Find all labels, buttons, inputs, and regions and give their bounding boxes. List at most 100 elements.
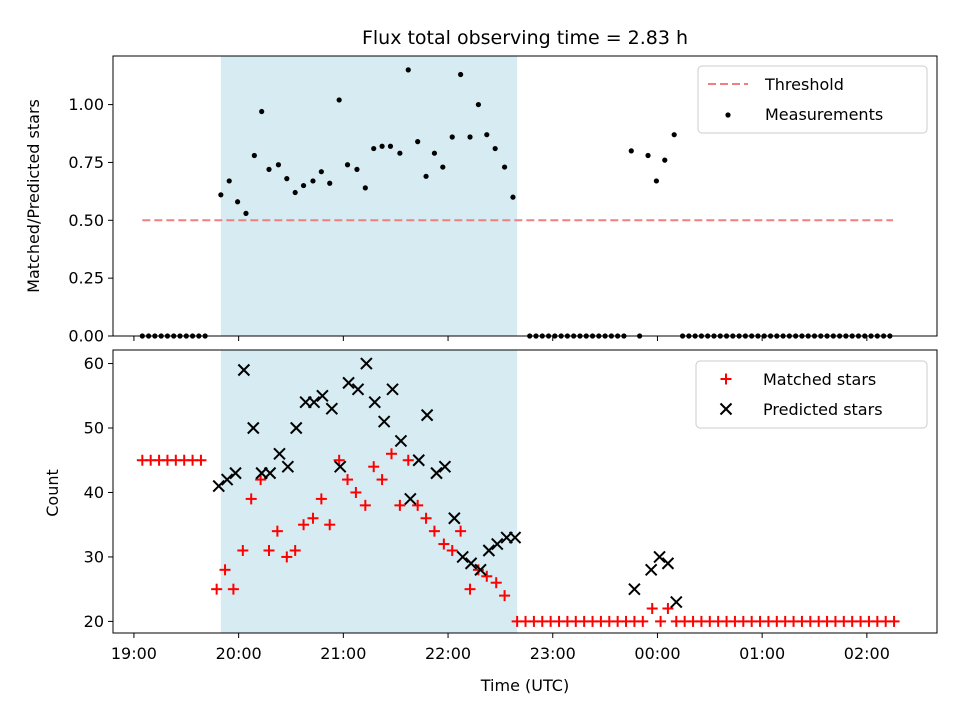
- matched-star-point: [481, 570, 493, 582]
- measurement-point: [501, 164, 508, 170]
- measurement-point: [492, 145, 498, 152]
- measurement-point: [484, 132, 490, 138]
- matched-stars-series: [136, 448, 900, 627]
- predicted-star-point: [448, 512, 461, 525]
- matched-star-point: [315, 493, 327, 505]
- predicted-star-point: [386, 383, 399, 396]
- matched-star-point: [255, 474, 267, 486]
- measurement-point: [310, 178, 316, 184]
- matched-star-point: [499, 590, 511, 602]
- predicted-star-point: [628, 582, 641, 596]
- matched-star-point: [888, 615, 900, 627]
- matched-star-point: [368, 461, 380, 473]
- x-tick-label: 23:00: [530, 644, 576, 663]
- predicted-star-point: [474, 563, 487, 577]
- matched-star-point: [438, 538, 450, 550]
- legend-predicted-label: Predicted stars: [763, 400, 883, 419]
- predicted-star-point: [482, 544, 496, 557]
- y-tick-label: 1.00: [68, 95, 104, 114]
- matched-star-point: [420, 512, 432, 524]
- matched-star-point: [245, 493, 257, 505]
- x-axis-label: Time (UTC): [480, 676, 569, 695]
- x-tick-label: 00:00: [634, 644, 680, 663]
- predicted-star-point: [273, 447, 286, 460]
- matched-star-point: [376, 474, 388, 486]
- x-tick-label: 01:00: [739, 644, 785, 663]
- measurement-point: [475, 101, 482, 108]
- y-tick-label: 40: [84, 483, 104, 502]
- measurement-point: [336, 97, 342, 103]
- predicted-star-point: [220, 473, 234, 486]
- x-tick-label: 20:00: [216, 644, 262, 663]
- measurement-point: [510, 194, 516, 200]
- measurement-point: [292, 189, 298, 196]
- measurement-point: [344, 162, 351, 168]
- chart-title: Flux total observing time = 2.83 h: [362, 27, 688, 49]
- legend-measurements-swatch: [725, 112, 731, 118]
- count-panel-frame: [112, 349, 938, 634]
- predicted-star-point: [394, 434, 408, 448]
- measurement-point: [259, 108, 265, 115]
- matched-star-point: [237, 544, 249, 556]
- measurement-point: [284, 176, 290, 182]
- matched-star-point: [219, 564, 231, 576]
- matched-star-point: [394, 499, 406, 511]
- predicted-star-point: [508, 531, 522, 544]
- measurement-point: [354, 166, 360, 172]
- legend-matched-swatch: [720, 373, 732, 385]
- ratio-legend-box: [697, 65, 928, 134]
- measurement-point: [243, 210, 249, 216]
- predicted-star-point: [404, 492, 417, 506]
- predicted-star-point: [430, 466, 443, 480]
- predicted-star-point: [412, 454, 425, 467]
- predicted-star-point: [247, 421, 260, 435]
- predicted-star-point: [316, 389, 329, 402]
- predicted-star-point: [212, 479, 225, 493]
- y-tick-label: 0.75: [68, 153, 104, 172]
- matched-star-point: [263, 544, 275, 556]
- ratio-panel-frame: [112, 55, 938, 337]
- measurement-point: [327, 180, 333, 186]
- matched-star-point: [289, 544, 301, 556]
- predicted-star-point: [644, 563, 658, 577]
- predicted-star-point: [263, 466, 277, 480]
- measurement-point: [440, 164, 446, 170]
- legend-measurements-label: Measurements: [765, 105, 883, 124]
- legend-threshold-label: Threshold: [764, 75, 844, 94]
- ratio-y-axis-label: Matched/Predicted stars: [24, 99, 43, 293]
- legend-x-marker: [719, 402, 733, 416]
- predicted-star-point: [438, 460, 452, 473]
- y-tick-label: 0.25: [68, 269, 104, 288]
- predicted-star-point: [420, 408, 434, 422]
- count-legend-box: [695, 360, 928, 429]
- observing-window-shade: [220, 56, 518, 336]
- y-tick-label: 20: [84, 612, 104, 631]
- predicted-star-point: [491, 537, 504, 551]
- matched-star-point: [455, 525, 467, 537]
- measurement-point: [431, 150, 438, 156]
- measurement-point: [467, 134, 473, 140]
- matched-star-point: [428, 525, 440, 537]
- predicted-star-point: [342, 376, 355, 390]
- matched-star-point: [386, 448, 398, 460]
- matched-star-point: [402, 454, 414, 466]
- measurement-point: [628, 148, 634, 154]
- predicted-star-point: [670, 595, 683, 609]
- measurement-point: [226, 178, 232, 184]
- predicted-star-point: [281, 460, 295, 473]
- count-panel: 19:00 20:00 21:00 22:00 23:00 00:00 01:00 02:00…: [43, 349, 938, 695]
- ratio-legend: Threshold Measurements: [697, 65, 928, 134]
- predicted-star-point: [229, 466, 242, 480]
- y-tick-label: 30: [84, 547, 104, 566]
- x-tick-label: 22:00: [425, 644, 471, 663]
- matched-star-point: [412, 499, 424, 511]
- predicted-star-point: [377, 415, 391, 428]
- y-tick-label: 0.00: [68, 327, 104, 346]
- measurement-point: [234, 199, 241, 205]
- matched-star-point: [350, 486, 362, 498]
- matched-star-point: [342, 474, 354, 486]
- matched-star-point: [662, 603, 674, 615]
- matched-star-point: [655, 615, 667, 627]
- matched-star-point: [227, 583, 239, 595]
